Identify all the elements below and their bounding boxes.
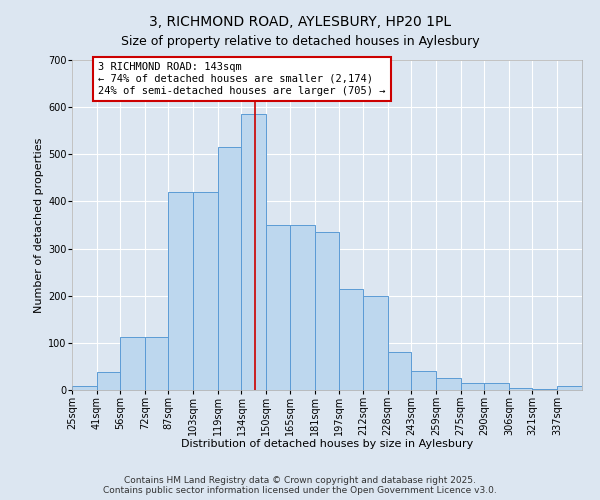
Bar: [388, 352, 411, 390]
Text: Size of property relative to detached houses in Aylesbury: Size of property relative to detached ho…: [121, 35, 479, 48]
Text: Contains HM Land Registry data © Crown copyright and database right 2025.
Contai: Contains HM Land Registry data © Crown c…: [103, 476, 497, 495]
Bar: [411, 371, 436, 390]
Bar: [72, 386, 97, 390]
Bar: [461, 383, 484, 390]
Text: 3, RICHMOND ROAD, AYLESBURY, HP20 1PL: 3, RICHMOND ROAD, AYLESBURY, HP20 1PL: [149, 15, 451, 29]
Bar: [169, 192, 193, 390]
Bar: [484, 383, 509, 390]
Bar: [290, 225, 314, 390]
Bar: [120, 336, 145, 390]
Bar: [218, 147, 241, 390]
Bar: [145, 336, 169, 390]
Bar: [314, 232, 340, 390]
Bar: [436, 378, 461, 390]
Bar: [193, 192, 218, 390]
Bar: [532, 388, 557, 390]
Bar: [557, 386, 582, 390]
Bar: [363, 296, 388, 390]
Y-axis label: Number of detached properties: Number of detached properties: [34, 138, 44, 312]
Bar: [340, 288, 363, 390]
X-axis label: Distribution of detached houses by size in Aylesbury: Distribution of detached houses by size …: [181, 439, 473, 449]
Bar: [509, 388, 532, 390]
Text: 3 RICHMOND ROAD: 143sqm
← 74% of detached houses are smaller (2,174)
24% of semi: 3 RICHMOND ROAD: 143sqm ← 74% of detache…: [98, 62, 386, 96]
Bar: [241, 114, 266, 390]
Bar: [97, 372, 120, 390]
Bar: [266, 225, 290, 390]
